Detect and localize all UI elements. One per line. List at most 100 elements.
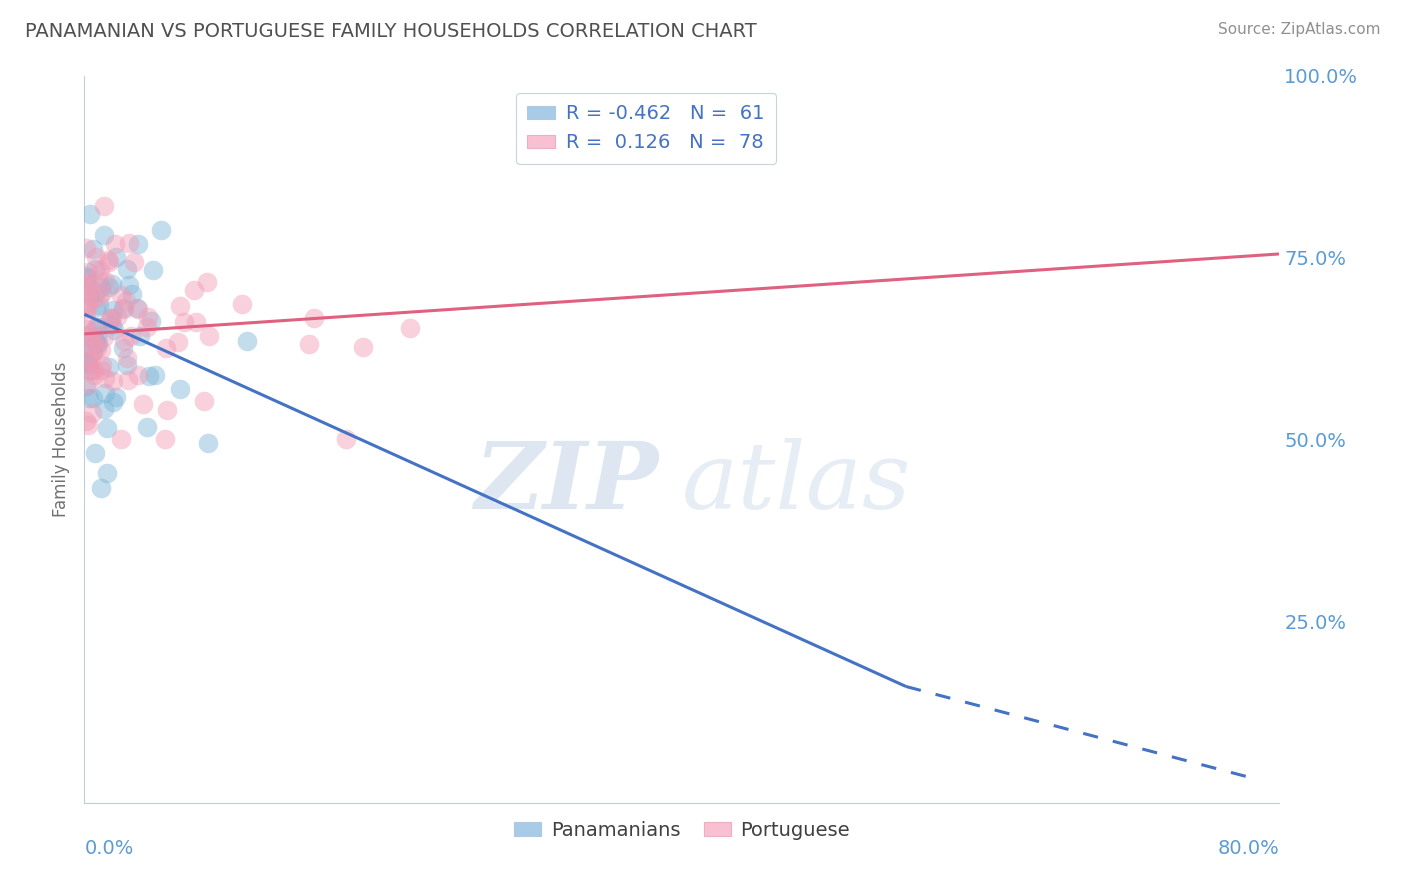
Point bbox=[198, 329, 221, 343]
Point bbox=[94, 274, 117, 288]
Point bbox=[143, 368, 166, 382]
Point bbox=[104, 390, 127, 404]
Point bbox=[90, 343, 112, 358]
Point bbox=[98, 313, 121, 327]
Point bbox=[101, 277, 124, 291]
Point bbox=[75, 278, 97, 293]
Point bbox=[184, 315, 207, 329]
Point bbox=[117, 373, 139, 387]
Point bbox=[77, 354, 100, 368]
Point bbox=[93, 199, 115, 213]
Point bbox=[97, 252, 120, 267]
Text: ZIP: ZIP bbox=[474, 438, 658, 528]
Point bbox=[75, 285, 97, 300]
Point bbox=[82, 242, 104, 256]
Point bbox=[77, 355, 100, 369]
Point bbox=[335, 432, 357, 446]
Point bbox=[76, 271, 98, 285]
Point bbox=[117, 262, 139, 277]
Point bbox=[97, 359, 120, 374]
Point bbox=[80, 406, 103, 420]
Point bbox=[98, 279, 121, 293]
Point bbox=[122, 254, 145, 268]
Point bbox=[83, 324, 105, 338]
Point bbox=[87, 268, 110, 283]
Point bbox=[112, 341, 135, 355]
Point bbox=[115, 351, 138, 365]
Point bbox=[86, 341, 108, 355]
Point bbox=[298, 337, 321, 351]
Point bbox=[75, 310, 97, 324]
Point bbox=[93, 401, 115, 416]
Point bbox=[86, 337, 108, 351]
Point bbox=[80, 363, 103, 377]
Point bbox=[127, 236, 149, 251]
Point bbox=[83, 362, 105, 376]
Point bbox=[82, 392, 104, 406]
Point bbox=[80, 336, 103, 351]
Point bbox=[82, 344, 104, 359]
Point bbox=[112, 301, 135, 316]
Point bbox=[75, 329, 97, 343]
Point bbox=[169, 382, 191, 396]
Point bbox=[82, 345, 104, 359]
Point bbox=[79, 206, 101, 220]
Point bbox=[139, 314, 162, 328]
Point bbox=[96, 420, 118, 434]
Point bbox=[75, 277, 97, 291]
Point bbox=[97, 255, 120, 269]
Point bbox=[75, 241, 97, 255]
Point bbox=[100, 310, 122, 325]
Point bbox=[118, 278, 141, 293]
Point bbox=[120, 329, 142, 343]
Text: PANAMANIAN VS PORTUGUESE FAMILY HOUSEHOLDS CORRELATION CHART: PANAMANIAN VS PORTUGUESE FAMILY HOUSEHOL… bbox=[25, 22, 756, 41]
Point bbox=[77, 264, 100, 278]
Point bbox=[117, 359, 139, 373]
Point bbox=[89, 262, 111, 277]
Point bbox=[86, 251, 108, 265]
Text: 80.0%: 80.0% bbox=[1218, 839, 1279, 858]
Point bbox=[79, 327, 101, 342]
Point bbox=[103, 303, 125, 318]
Point bbox=[153, 432, 176, 446]
Point bbox=[86, 336, 108, 351]
Point bbox=[75, 301, 97, 316]
Point bbox=[302, 310, 325, 325]
Text: atlas: atlas bbox=[682, 438, 911, 528]
Point bbox=[76, 330, 98, 344]
Point bbox=[87, 319, 110, 334]
Point bbox=[87, 290, 110, 304]
Point bbox=[77, 391, 100, 405]
Point bbox=[105, 251, 128, 265]
Point bbox=[128, 302, 150, 317]
Point bbox=[195, 275, 218, 289]
Point bbox=[136, 310, 159, 324]
Point bbox=[110, 432, 132, 446]
Point bbox=[183, 283, 205, 297]
Point bbox=[193, 393, 215, 408]
Point bbox=[77, 287, 100, 301]
Point bbox=[77, 301, 100, 315]
Point bbox=[101, 318, 124, 332]
Point bbox=[103, 323, 125, 337]
Point bbox=[76, 417, 98, 432]
Point bbox=[84, 300, 107, 314]
Point bbox=[79, 358, 101, 372]
Point bbox=[236, 334, 259, 349]
Point bbox=[112, 334, 135, 349]
Point bbox=[231, 297, 253, 311]
Y-axis label: Family Households: Family Households bbox=[52, 361, 70, 517]
Point bbox=[82, 292, 104, 306]
Point bbox=[155, 341, 177, 355]
Text: Source: ZipAtlas.com: Source: ZipAtlas.com bbox=[1218, 22, 1381, 37]
Point bbox=[75, 379, 97, 393]
Point bbox=[75, 340, 97, 354]
Point bbox=[90, 363, 112, 377]
Point bbox=[112, 301, 135, 316]
Point bbox=[110, 287, 132, 301]
Point bbox=[118, 236, 141, 251]
Point bbox=[75, 355, 97, 369]
Point bbox=[173, 315, 195, 329]
Point bbox=[100, 311, 122, 326]
Point bbox=[93, 330, 115, 344]
